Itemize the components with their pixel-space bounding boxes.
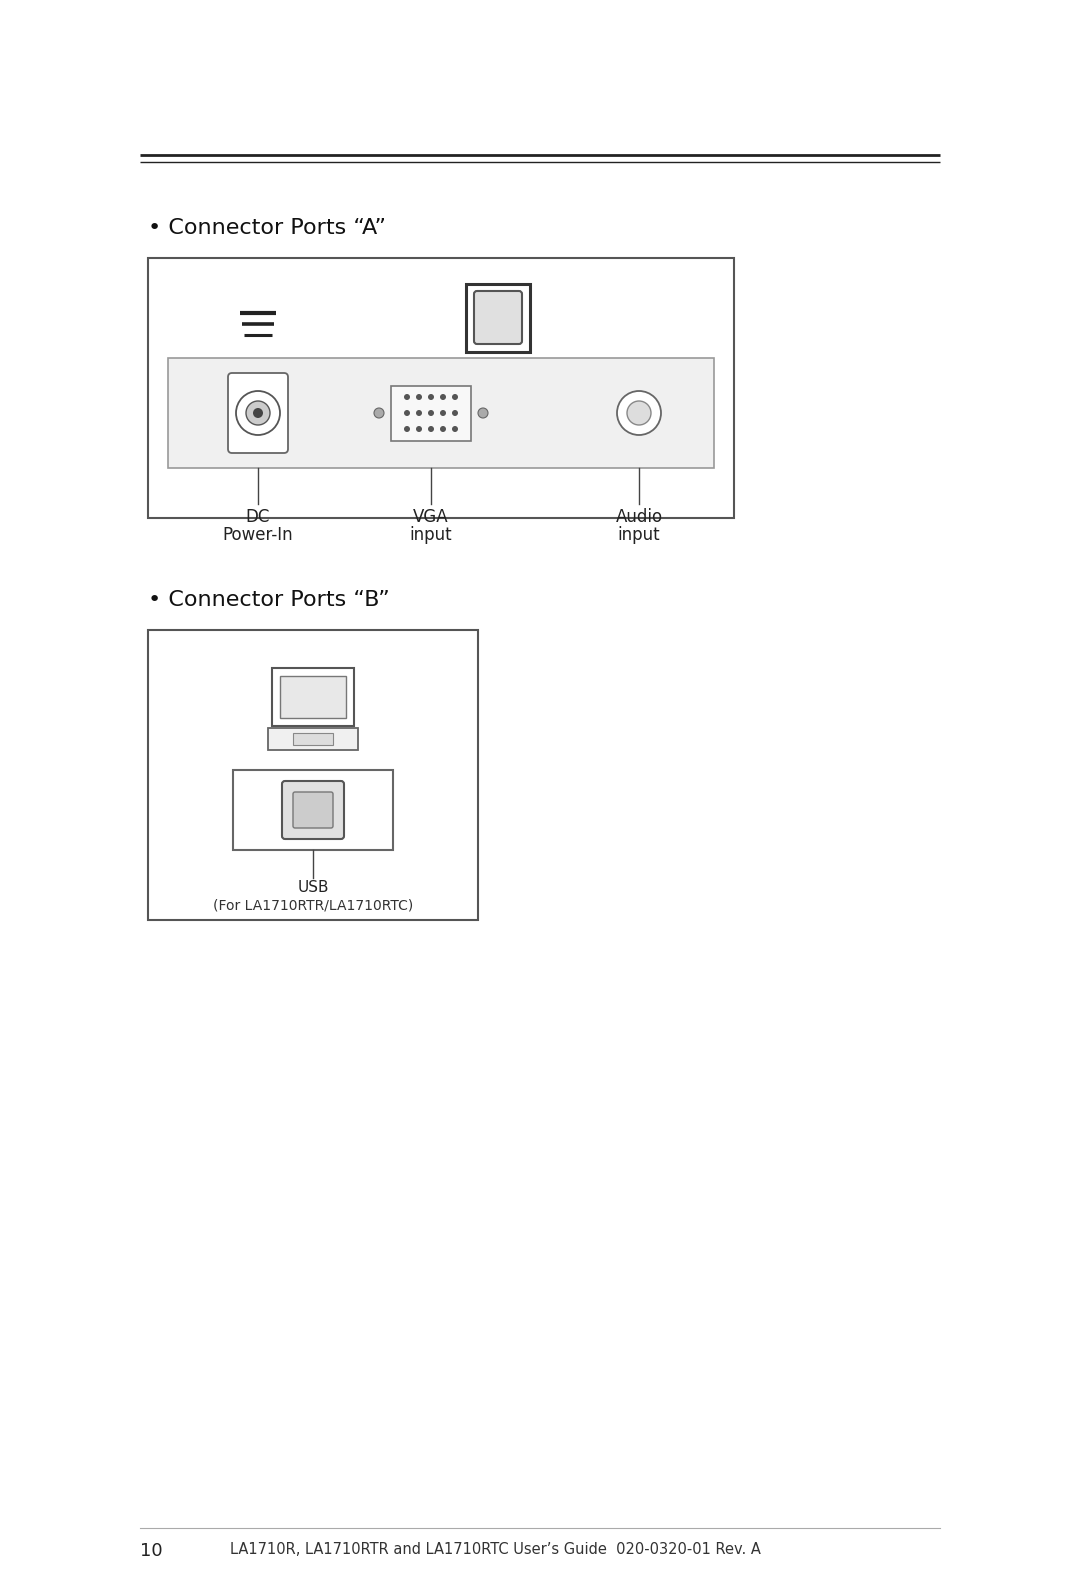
Circle shape: [428, 426, 434, 432]
Circle shape: [404, 394, 410, 399]
Bar: [148, 630, 478, 920]
Bar: [280, 675, 346, 718]
Circle shape: [453, 394, 458, 399]
Circle shape: [416, 426, 422, 432]
Text: • Connector Ports “A”: • Connector Ports “A”: [148, 218, 386, 238]
Circle shape: [440, 394, 446, 399]
Text: Audio: Audio: [616, 508, 662, 525]
Circle shape: [453, 426, 458, 432]
Text: VGA: VGA: [414, 508, 449, 525]
Bar: [233, 770, 393, 851]
Circle shape: [253, 409, 264, 418]
Circle shape: [374, 409, 384, 418]
Circle shape: [428, 410, 434, 417]
Bar: [465, 284, 530, 352]
Text: LA1710R, LA1710RTR and LA1710RTC User’s Guide  020-0320-01 Rev. A: LA1710R, LA1710RTR and LA1710RTC User’s …: [230, 1542, 761, 1557]
Bar: [272, 667, 354, 726]
FancyBboxPatch shape: [228, 372, 288, 453]
Circle shape: [246, 401, 270, 424]
Bar: [168, 358, 714, 469]
Circle shape: [404, 410, 410, 417]
Circle shape: [453, 410, 458, 417]
Circle shape: [617, 391, 661, 436]
Circle shape: [416, 394, 422, 399]
Bar: [293, 734, 333, 745]
Text: input: input: [409, 525, 453, 544]
Bar: [268, 727, 357, 750]
Circle shape: [237, 391, 280, 436]
Circle shape: [428, 394, 434, 399]
Circle shape: [478, 409, 488, 418]
Text: • Connector Ports “B”: • Connector Ports “B”: [148, 590, 390, 611]
Text: 10: 10: [140, 1542, 163, 1561]
FancyBboxPatch shape: [293, 792, 333, 828]
FancyBboxPatch shape: [282, 781, 345, 839]
Circle shape: [440, 410, 446, 417]
Bar: [391, 387, 471, 440]
Circle shape: [416, 410, 422, 417]
Bar: [148, 257, 734, 518]
Text: input: input: [618, 525, 660, 544]
FancyBboxPatch shape: [474, 290, 522, 344]
Text: USB: USB: [297, 881, 328, 895]
Circle shape: [404, 426, 410, 432]
Circle shape: [627, 401, 651, 424]
Text: (For LA1710RTR/LA1710RTC): (For LA1710RTR/LA1710RTC): [213, 898, 414, 912]
Text: Power-In: Power-In: [222, 525, 294, 544]
Circle shape: [440, 426, 446, 432]
Text: DC: DC: [246, 508, 270, 525]
